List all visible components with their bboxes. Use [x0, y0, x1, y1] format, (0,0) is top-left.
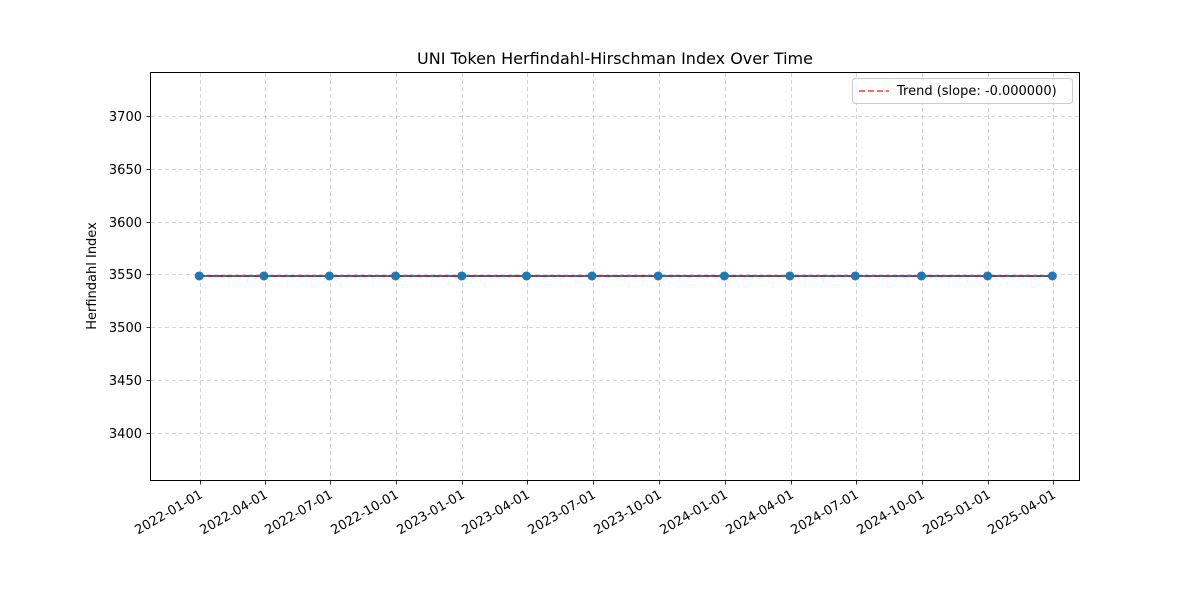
hhi-data-point — [983, 271, 993, 281]
plot-frame — [150, 72, 1080, 481]
y-tick-label: 3650 — [109, 163, 142, 178]
hhi-data-point — [653, 271, 663, 281]
hhi-data-point — [785, 271, 795, 281]
y-tick-label: 3550 — [109, 268, 142, 283]
hhi-data-point — [522, 271, 532, 281]
hhi-data-point — [587, 271, 597, 281]
data-series — [194, 271, 1057, 281]
y-tick-label: 3500 — [109, 321, 142, 336]
hhi-data-point — [194, 271, 204, 281]
chart-title: UNI Token Herfindahl-Hirschman Index Ove… — [417, 49, 813, 68]
y-tick-label: 3600 — [109, 216, 142, 231]
y-tick-label: 3450 — [109, 374, 142, 389]
hhi-data-point — [719, 271, 729, 281]
hhi-data-point — [1047, 271, 1057, 281]
hhi-data-point — [259, 271, 269, 281]
hhi-data-point — [850, 271, 860, 281]
legend: Trend (slope: -0.000000) — [852, 78, 1073, 104]
y-axis-label: Herfindahl Index — [85, 222, 100, 330]
hhi-data-point — [916, 271, 926, 281]
y-tick-label: 3400 — [109, 427, 142, 442]
legend-box — [852, 78, 1073, 104]
hhi-data-point — [391, 271, 401, 281]
y-tick-label: 3700 — [109, 110, 142, 125]
hhi-data-point — [324, 271, 334, 281]
legend-trend-label: Trend (slope: -0.000000) — [896, 84, 1057, 99]
hhi-data-point — [457, 271, 467, 281]
